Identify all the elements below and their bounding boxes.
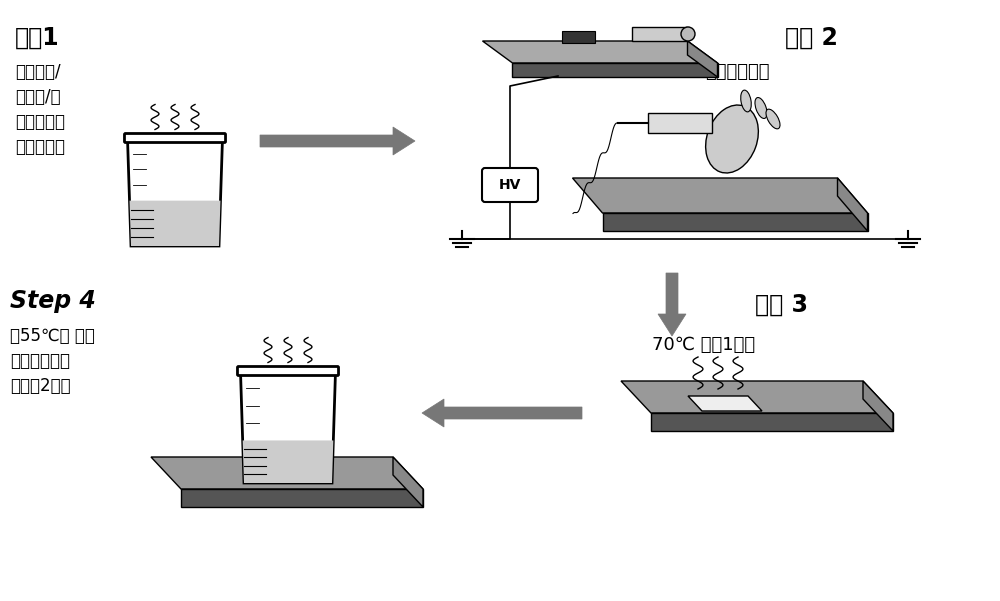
Polygon shape bbox=[512, 63, 718, 77]
Polygon shape bbox=[688, 396, 762, 411]
Polygon shape bbox=[658, 273, 686, 336]
Polygon shape bbox=[651, 413, 893, 431]
Polygon shape bbox=[621, 381, 893, 413]
Ellipse shape bbox=[755, 97, 767, 118]
Polygon shape bbox=[838, 178, 868, 231]
Text: 步骤 3: 步骤 3 bbox=[755, 293, 808, 317]
Text: 在55℃的 乙醇
和水溶液中分
别清洗2分钟: 在55℃的 乙醇 和水溶液中分 别清洗2分钟 bbox=[10, 327, 95, 395]
FancyBboxPatch shape bbox=[237, 367, 339, 376]
Polygon shape bbox=[688, 41, 718, 77]
Text: Step 4: Step 4 bbox=[10, 289, 96, 313]
FancyBboxPatch shape bbox=[482, 168, 538, 202]
Polygon shape bbox=[127, 138, 223, 246]
FancyBboxPatch shape bbox=[124, 133, 226, 142]
Polygon shape bbox=[863, 381, 893, 431]
Polygon shape bbox=[422, 399, 582, 427]
Text: 静电纺丝过程: 静电纺丝过程 bbox=[705, 63, 770, 81]
Polygon shape bbox=[602, 213, 868, 231]
Polygon shape bbox=[482, 41, 718, 63]
Polygon shape bbox=[562, 31, 595, 43]
Polygon shape bbox=[393, 457, 423, 507]
Circle shape bbox=[681, 27, 695, 41]
Polygon shape bbox=[260, 127, 415, 155]
Text: 银纳米线/
聚合物/表
面电荷调节
剂混合溶液: 银纳米线/ 聚合物/表 面电荷调节 剂混合溶液 bbox=[15, 63, 65, 156]
Ellipse shape bbox=[706, 105, 758, 173]
Polygon shape bbox=[648, 113, 712, 133]
Text: 步骤1: 步骤1 bbox=[15, 26, 60, 50]
Polygon shape bbox=[243, 441, 333, 483]
Text: HV: HV bbox=[499, 178, 521, 192]
Ellipse shape bbox=[766, 109, 780, 129]
Text: 70℃ 加热1分钟: 70℃ 加热1分钟 bbox=[652, 336, 755, 354]
Polygon shape bbox=[130, 201, 220, 246]
Polygon shape bbox=[240, 371, 336, 483]
Polygon shape bbox=[181, 489, 423, 507]
Polygon shape bbox=[632, 27, 688, 41]
Polygon shape bbox=[151, 457, 423, 489]
Polygon shape bbox=[572, 178, 868, 213]
Ellipse shape bbox=[741, 90, 751, 112]
Text: 步骤 2: 步骤 2 bbox=[785, 26, 838, 50]
